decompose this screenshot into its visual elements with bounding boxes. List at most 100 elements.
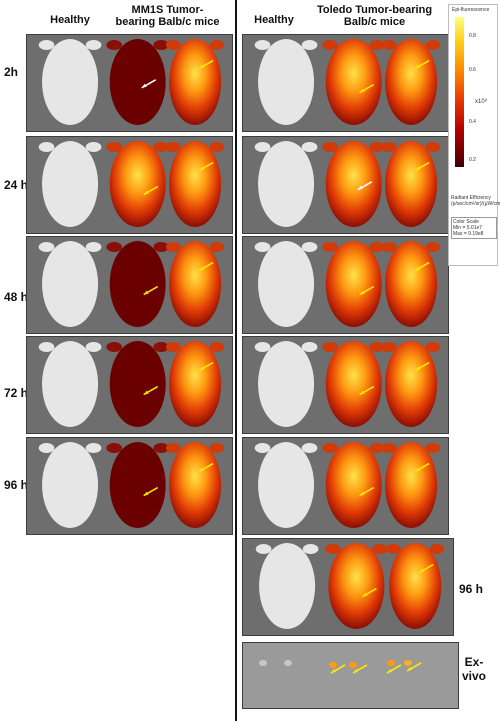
- healthy-mouse: [38, 39, 102, 125]
- exvivo-label: Ex- vivo: [462, 655, 487, 683]
- mm1s-panel-96h: [26, 437, 233, 535]
- tumor-mouse: [165, 341, 225, 427]
- organ: [329, 662, 337, 668]
- timepoint-label-72h: 72 h: [4, 386, 29, 400]
- timepoint-label-96h: 96 h: [4, 478, 29, 492]
- legend-tick: 0.6: [469, 67, 476, 73]
- timepoint-label-96h-right: 96 h: [459, 582, 484, 596]
- organ: [349, 662, 357, 668]
- toledo-panel-96h: [242, 437, 449, 535]
- arrow-head: [387, 669, 392, 673]
- arrow-head: [143, 390, 149, 395]
- arrow-head: [415, 64, 421, 69]
- organ: [259, 660, 267, 666]
- organ: [404, 660, 412, 666]
- mm1s-panel-2h: [26, 34, 233, 132]
- arrow-head: [415, 366, 421, 371]
- arrow-head: [199, 366, 205, 371]
- tumor-mouse: [165, 442, 225, 528]
- mice-image: [38, 141, 225, 227]
- tumor-mouse: [322, 442, 386, 528]
- toledo-panel-2h: [242, 34, 449, 132]
- tumor-mouse: [165, 241, 225, 327]
- exvivo-panel: [242, 642, 459, 709]
- arrow-head: [359, 491, 365, 496]
- arrow-head: [331, 669, 336, 673]
- arrow-head: [353, 669, 358, 673]
- arrow-head: [415, 467, 421, 472]
- tumor-mouse: [322, 241, 386, 327]
- tumor-mouse: [381, 39, 441, 125]
- color-scale-legend: Epi-fluorescence 0.8 0.6 0.4 0.2 x10⁹ Ra…: [448, 4, 500, 266]
- mice-image: [254, 141, 441, 227]
- arrow-head: [419, 568, 425, 573]
- arrow-head: [359, 290, 365, 295]
- color-scale-bar: [455, 17, 464, 167]
- healthy-mouse: [38, 141, 102, 227]
- tumor-mouse: [106, 39, 170, 125]
- arrow-head: [143, 491, 149, 496]
- mice-image: [38, 39, 225, 125]
- legend-tick: 0.8: [469, 33, 476, 39]
- arrow-head: [141, 83, 147, 88]
- tumor-mouse: [165, 39, 225, 125]
- mm1s-panel-72h: [26, 336, 233, 434]
- legend-scale-box: Color Scale Min = 5.01e7 Max = 9.19e8: [451, 217, 497, 239]
- toledo-panel-24h: [242, 136, 449, 234]
- healthy-mouse: [38, 442, 102, 528]
- tumor-mouse: [106, 341, 170, 427]
- mice-image: [254, 442, 441, 528]
- arrow-head: [362, 592, 368, 597]
- mice-image: [254, 39, 441, 125]
- organs-image: [259, 660, 422, 674]
- timepoint-label-2h: 2h: [4, 65, 19, 79]
- arrow-head: [199, 166, 205, 171]
- tumor-mouse: [386, 543, 445, 629]
- header-left-tumor: MM1S Tumor- bearing Balb/c mice: [115, 4, 220, 28]
- healthy-mouse: [254, 241, 318, 327]
- arrow-head: [415, 266, 421, 271]
- tumor-mouse: [106, 241, 170, 327]
- tumor-mouse: [381, 141, 441, 227]
- header-right-tumor: Toledo Tumor-bearing Balb/c mice: [316, 4, 433, 28]
- arrow-head: [143, 290, 149, 295]
- toledo-panel-96h-ventral: [242, 538, 454, 636]
- arrow-head: [357, 185, 363, 190]
- header-left-healthy: Healthy: [50, 14, 90, 26]
- tumor-mouse: [322, 141, 386, 227]
- healthy-mouse: [255, 543, 319, 629]
- toledo-panel-48h: [242, 236, 449, 334]
- arrow-head: [199, 64, 205, 69]
- organ: [387, 660, 395, 666]
- mm1s-panel-24h: [26, 136, 233, 234]
- tumor-mouse: [106, 141, 170, 227]
- mm1s-panel-48h: [26, 236, 233, 334]
- healthy-mouse: [254, 39, 318, 125]
- healthy-mouse: [254, 141, 318, 227]
- tumor-mouse: [322, 341, 386, 427]
- legend-units: Radiant Efficiency (p/sec/cm²/sr)/(µW/cm…: [451, 195, 500, 207]
- legend-title: Epi-fluorescence: [452, 7, 490, 13]
- healthy-mouse: [254, 442, 318, 528]
- legend-tick: 0.4: [469, 119, 476, 125]
- arrow-head: [199, 266, 205, 271]
- mice-image: [255, 543, 445, 629]
- mice-image: [38, 241, 225, 327]
- mice-image: [254, 341, 441, 427]
- tumor-mouse: [322, 39, 386, 125]
- tumor-mouse: [381, 241, 441, 327]
- mice-image: [254, 241, 441, 327]
- legend-exponent: x10⁹: [475, 99, 488, 105]
- arrow-head: [415, 166, 421, 171]
- timepoint-label-48h: 48 h: [4, 290, 29, 304]
- mice-image: [38, 442, 225, 528]
- tumor-mouse: [381, 341, 441, 427]
- arrow-head: [199, 467, 205, 472]
- toledo-panel-72h: [242, 336, 449, 434]
- header-right-healthy: Healthy: [254, 14, 294, 26]
- arrow-head: [143, 190, 149, 195]
- timepoint-label-24h: 24 h: [4, 178, 29, 192]
- tumor-mouse: [165, 141, 225, 227]
- healthy-mouse: [38, 341, 102, 427]
- tumor-mouse: [325, 543, 388, 629]
